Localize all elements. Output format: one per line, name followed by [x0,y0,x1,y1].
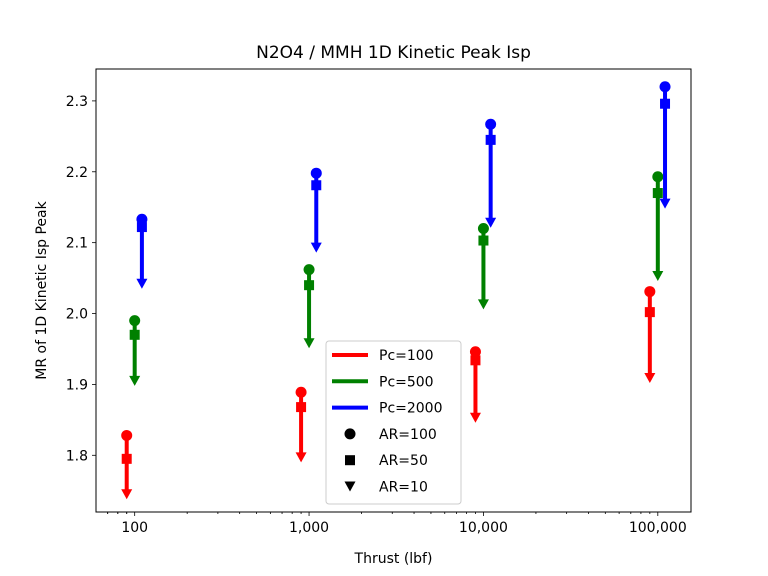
marker-ar100-circle [485,118,497,130]
marker-ar10-triangle [644,373,656,384]
marker-ar10-triangle [652,270,664,281]
marker-ar100-circle [136,213,148,225]
marker-ar100-circle [310,167,322,179]
marker-ar100-circle [295,386,307,398]
marker-ar100-circle [644,286,656,298]
marker-ar10-triangle [477,299,489,310]
legend: Pc=100 Pc=500 Pc=2000 AR=100 AR=50 AR=10 [325,340,462,505]
marker-ar50-square [296,402,307,413]
chart-title: N2O4 / MMH 1D Kinetic Peak Isp [256,43,531,63]
marker-ar10-triangle [121,489,133,500]
legend-square-marker [345,455,355,466]
marker-ar100-circle [303,264,315,276]
x-tick-label: 10,000 [459,520,508,536]
y-tick-label: 2.0 [66,307,88,323]
series-pc-2000 [136,81,671,289]
legend-triangle-marker [344,481,356,492]
legend-label: AR=50 [379,453,428,469]
y-axis-label: MR of 1D Kinetic Isp Peak [34,200,50,379]
marker-ar100-circle [659,81,671,93]
legend-circle-marker [344,428,356,440]
marker-ar100-circle [652,171,664,183]
legend-label: Pc=500 [379,374,434,390]
marker-ar50-square [652,188,663,199]
legend-label: AR=10 [379,480,428,496]
legend-label: Pc=100 [379,348,434,364]
marker-ar10-triangle [485,217,497,228]
marker-ar50-square [660,98,671,109]
marker-ar50-square [478,235,489,246]
marker-ar10-triangle [659,198,671,209]
marker-ar50-square [644,307,655,318]
y-tick-label: 2.1 [66,236,88,252]
marker-ar100-circle [121,429,133,441]
marker-ar50-square [304,280,315,291]
x-tick-label: 1,000 [289,520,329,536]
marker-ar10-triangle [303,338,315,349]
marker-ar50-square [136,222,147,233]
marker-ar100-circle [469,346,481,358]
series-pc-500 [129,171,664,386]
x-axis: 100 1,000 10,000 100,000 [107,512,687,536]
plot-area [121,81,671,500]
y-tick-label: 1.8 [66,448,88,464]
x-axis-label: Thrust (lbf) [354,551,433,567]
y-axis: 1.8 1.9 2.0 2.1 2.2 2.3 [66,94,96,464]
marker-ar100-circle [477,222,489,234]
marker-ar100-circle [129,315,141,327]
marker-ar10-triangle [295,452,307,463]
marker-ar10-triangle [129,375,141,386]
marker-ar50-square [470,355,481,366]
marker-ar10-triangle [310,242,322,253]
y-tick-label: 1.9 [66,377,88,393]
legend-label: Pc=2000 [379,401,443,417]
marker-ar50-square [311,180,322,191]
axes-frame [95,68,692,513]
marker-ar50-square [129,329,140,340]
x-tick-label: 100 [121,520,148,536]
marker-ar50-square [121,453,132,464]
y-tick-label: 2.2 [66,165,88,181]
y-tick-label: 2.3 [66,94,88,110]
series-pc-100 [121,286,656,500]
legend-label: AR=100 [379,427,437,443]
marker-ar10-triangle [136,278,148,289]
x-tick-label: 100,000 [629,520,687,536]
marker-ar50-square [485,134,496,145]
marker-ar10-triangle [469,412,481,423]
